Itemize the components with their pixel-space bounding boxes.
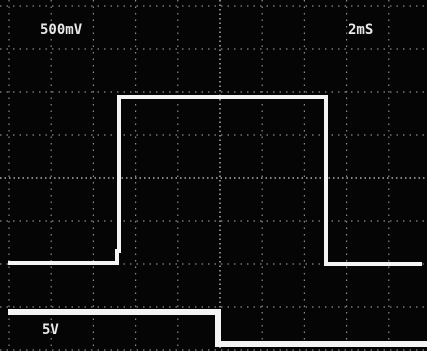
- page: 500mV 2mS 5V (() => { const data = JSON.…: [0, 0, 427, 351]
- screen-background: [0, 0, 427, 351]
- channel-1-scale: 500mV: [40, 22, 83, 38]
- timebase: 2mS: [348, 22, 373, 38]
- channel-2-scale: 5V: [42, 322, 59, 338]
- oscilloscope-screen: 500mV 2mS 5V: [0, 0, 427, 351]
